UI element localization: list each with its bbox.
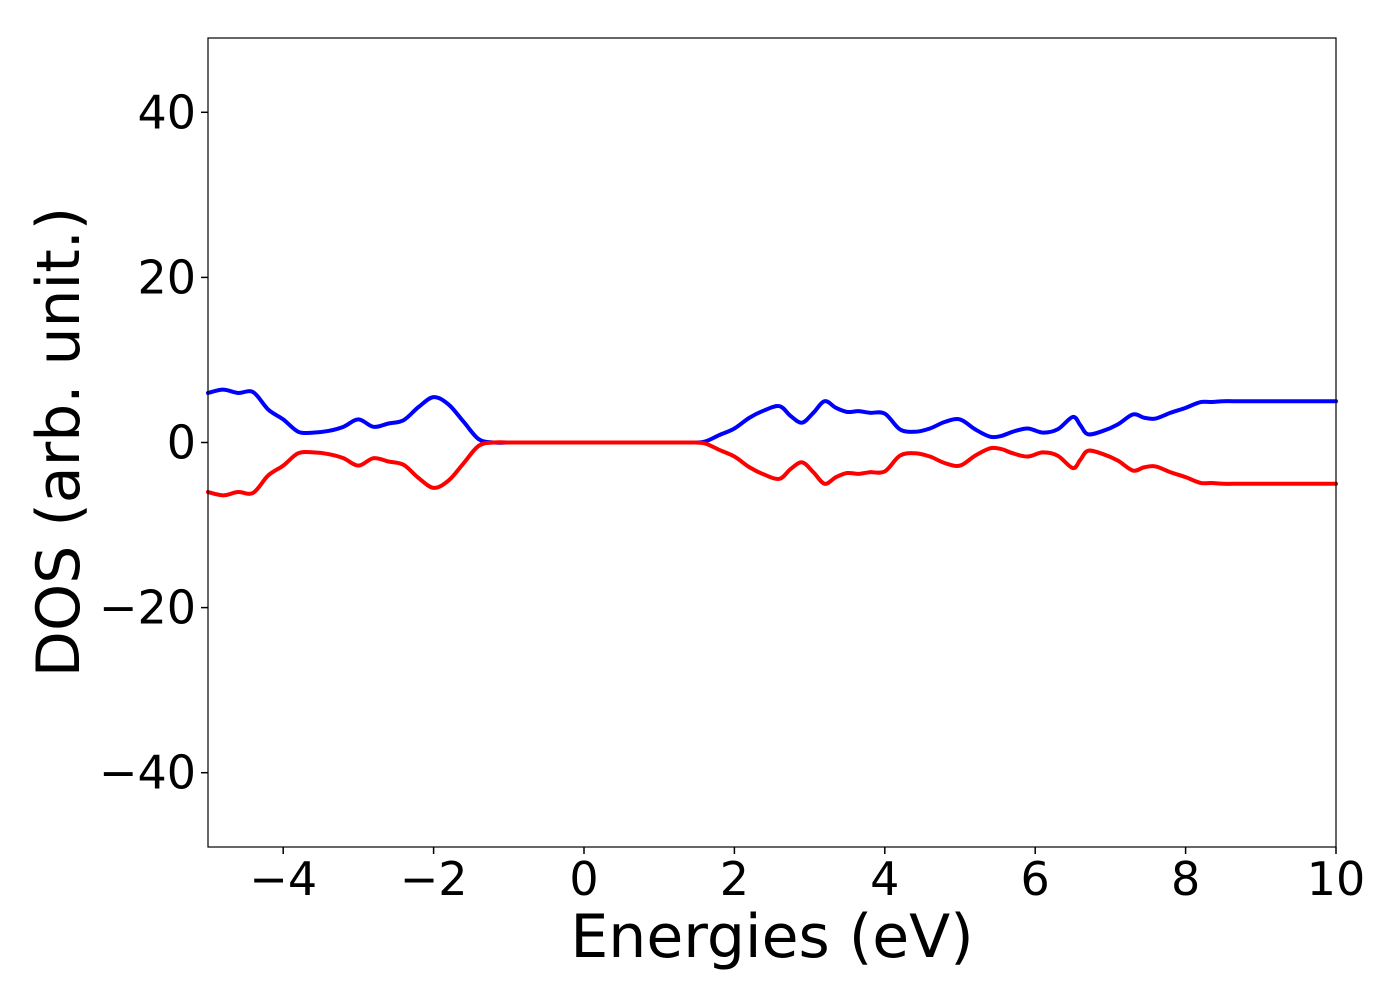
x-tick-label: −4 <box>249 852 317 906</box>
x-tick-label: 8 <box>1171 852 1200 906</box>
x-tick-label: 0 <box>569 852 598 906</box>
y-tick-label: 20 <box>137 250 196 304</box>
y-tick-label: 0 <box>167 416 196 470</box>
x-tick-label: −2 <box>400 852 468 906</box>
x-tick-label: 2 <box>720 852 749 906</box>
y-tick-label: 40 <box>137 85 196 139</box>
x-axis-ticks: −4 −2 0 2 4 6 8 10 <box>249 847 1365 906</box>
series-line-spin-up <box>206 387 1338 445</box>
series-line-spin-down <box>206 440 1338 498</box>
y-tick-label: −40 <box>99 746 196 800</box>
plot-frame <box>207 37 1337 848</box>
x-tick-label: 6 <box>1021 852 1050 906</box>
x-tick-label: 10 <box>1307 852 1366 906</box>
series-layer <box>206 387 1338 498</box>
y-axis-ticks: 40 20 0 −20 −40 <box>99 85 208 800</box>
x-axis-label: Energies (eV) <box>570 902 973 972</box>
y-tick-label: −20 <box>99 581 196 635</box>
x-tick-label: 4 <box>870 852 899 906</box>
y-axis-label: DOS (arb. unit.) <box>24 207 94 677</box>
